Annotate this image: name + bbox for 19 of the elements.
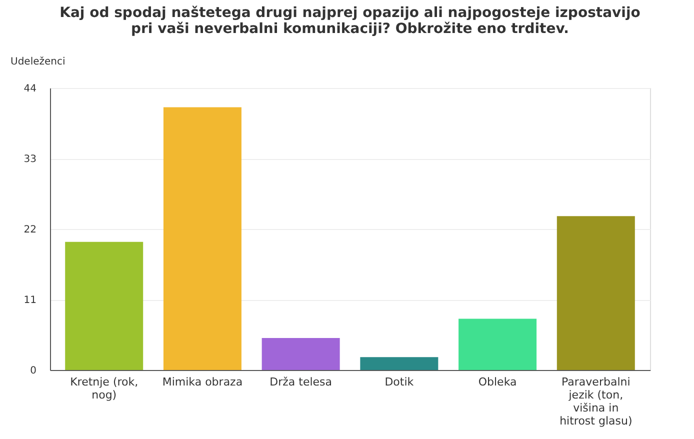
- bar: [458, 318, 537, 370]
- y-tick-label: 0: [30, 366, 36, 376]
- x-tick-label: Mimika obraza: [162, 376, 243, 388]
- x-tick-label: Obleka: [478, 376, 517, 388]
- bar: [360, 357, 438, 370]
- y-tick-label: 44: [24, 84, 36, 94]
- x-tick-label: Kretnje (rok, nog): [70, 376, 138, 402]
- y-tick-label: 22: [24, 224, 36, 236]
- x-tick-label: Paraverbalni jezik (ton, višina in hitrost glasu): [560, 376, 632, 428]
- x-tick-label: Drža telesa: [270, 376, 332, 388]
- bar: [65, 242, 144, 370]
- chart-title: Kaj od spodaj naštetega drugi najprej opazijo ali najpogosteje izpostavijo pri vaši neverbalni komunikaciji? Obkrožite eno trditev.: [60, 5, 641, 37]
- x-tick-label: Dotik: [384, 376, 414, 388]
- y-axis-title: Udeleženci: [10, 56, 66, 68]
- bar: [556, 216, 635, 370]
- bar: [262, 338, 340, 370]
- y-tick-label: 11: [24, 295, 36, 306]
- y-tick-label: 33: [24, 154, 36, 165]
- bar: [163, 107, 242, 370]
